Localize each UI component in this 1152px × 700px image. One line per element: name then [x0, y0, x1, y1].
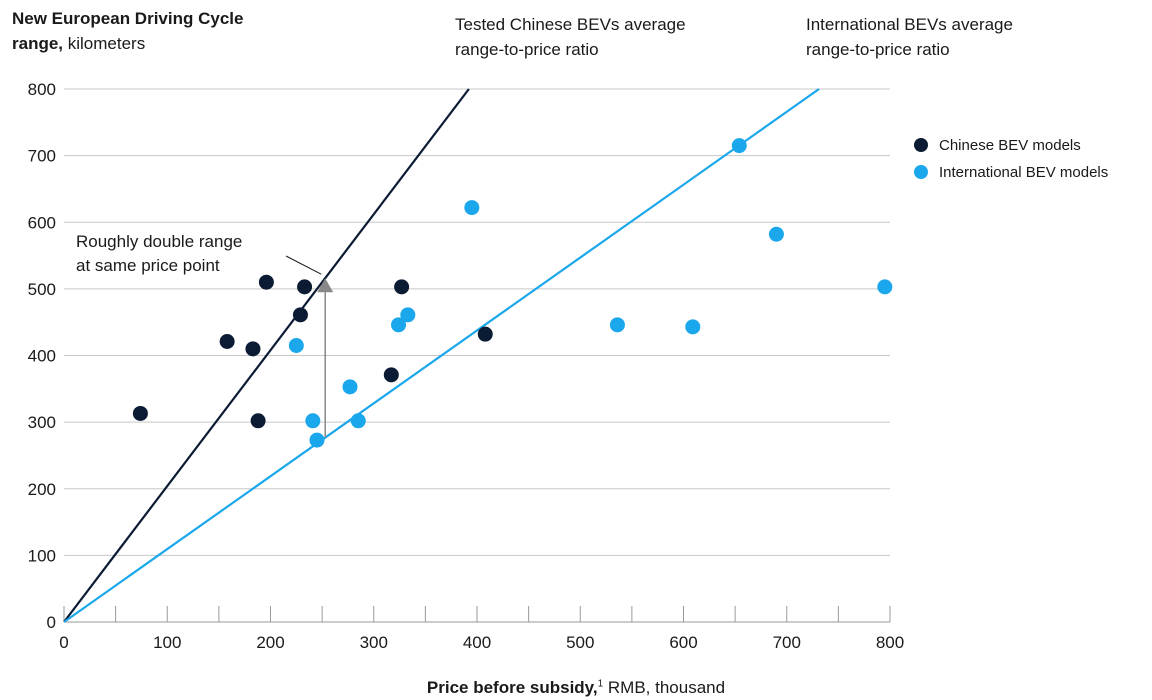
callout-text-line1: Roughly double range	[76, 232, 242, 251]
chinese-bev-point	[292, 307, 308, 323]
international-trend-line	[63, 88, 820, 623]
y-tick-label: 0	[47, 613, 56, 632]
international-bev-point	[350, 413, 366, 429]
y-tick-label: 200	[28, 480, 56, 499]
x-tick-label: 100	[153, 633, 181, 652]
x-tick-label: 700	[773, 633, 801, 652]
chinese-trend-line	[63, 88, 470, 623]
international-bev-point	[685, 319, 701, 335]
chinese-trend-annotation: Tested Chinese BEVs average range-to-pri…	[455, 12, 755, 62]
y-tick-label: 800	[28, 80, 56, 99]
chinese-bev-point	[245, 341, 261, 357]
chinese-trend-annotation-line2: range-to-price ratio	[455, 40, 599, 59]
international-bev-point	[391, 317, 407, 333]
x-tick-label: 200	[256, 633, 284, 652]
x-axis-title-rest: RMB, thousand	[603, 678, 726, 697]
international-trend-annotation: International BEVs average range-to-pric…	[806, 12, 1106, 62]
x-tick-label: 400	[463, 633, 491, 652]
international-bev-point	[731, 138, 747, 154]
international-bev-point	[609, 317, 625, 333]
international-bev-point	[464, 200, 480, 216]
international-trend-annotation-line2: range-to-price ratio	[806, 40, 950, 59]
chinese-bev-point	[477, 326, 493, 342]
international-trend-annotation-line1: International BEVs average	[806, 15, 1013, 34]
x-axis-title-bold: Price before subsidy,	[426, 678, 598, 697]
chinese-bev-point	[250, 413, 266, 429]
x-tick-label: 800	[876, 633, 904, 652]
chinese-bev-point	[394, 279, 410, 295]
chinese-trend-annotation-line1: Tested Chinese BEVs average	[455, 15, 686, 34]
x-axis-title-footnote: 1	[597, 678, 604, 690]
y-axis-title: New European Driving Cycle range, kilome…	[12, 6, 252, 56]
international-bev-point	[342, 379, 358, 395]
chinese-bev-point	[258, 274, 274, 290]
x-axis-title: Price before subsidy,1 RMB, thousand	[0, 678, 1152, 698]
x-tick-label: 500	[566, 633, 594, 652]
callout-text-line2: at same price point	[76, 256, 220, 275]
y-axis-title-bold: New European Driving Cycle range,	[12, 9, 244, 53]
chinese-bev-point	[219, 334, 235, 350]
legend-marker-chinese	[914, 138, 928, 152]
y-tick-label: 100	[28, 546, 56, 565]
y-tick-label: 400	[28, 347, 56, 366]
callout-arrow-head	[317, 278, 334, 293]
international-bev-point	[400, 307, 416, 323]
international-bev-point	[768, 226, 784, 242]
international-bev-point	[288, 338, 304, 354]
legend-marker-international	[914, 165, 928, 179]
y-tick-label: 600	[28, 213, 56, 232]
legend-label-international: International BEV models	[939, 164, 1108, 181]
y-tick-label: 300	[28, 413, 56, 432]
y-axis-title-rest: kilometers	[63, 34, 146, 53]
international-bev-point	[305, 413, 321, 429]
chinese-bev-point	[297, 279, 313, 295]
international-bev-point	[877, 279, 893, 295]
x-tick-label: 300	[360, 633, 388, 652]
x-tick-label: 0	[59, 633, 68, 652]
x-tick-label: 600	[669, 633, 697, 652]
y-tick-label: 500	[28, 280, 56, 299]
chinese-bev-point	[132, 405, 148, 421]
y-tick-label: 700	[28, 147, 56, 166]
chinese-bev-point	[383, 367, 399, 383]
international-bev-point	[309, 432, 325, 448]
legend-label-chinese: Chinese BEV models	[939, 137, 1081, 154]
callout-leader-line	[285, 255, 322, 275]
